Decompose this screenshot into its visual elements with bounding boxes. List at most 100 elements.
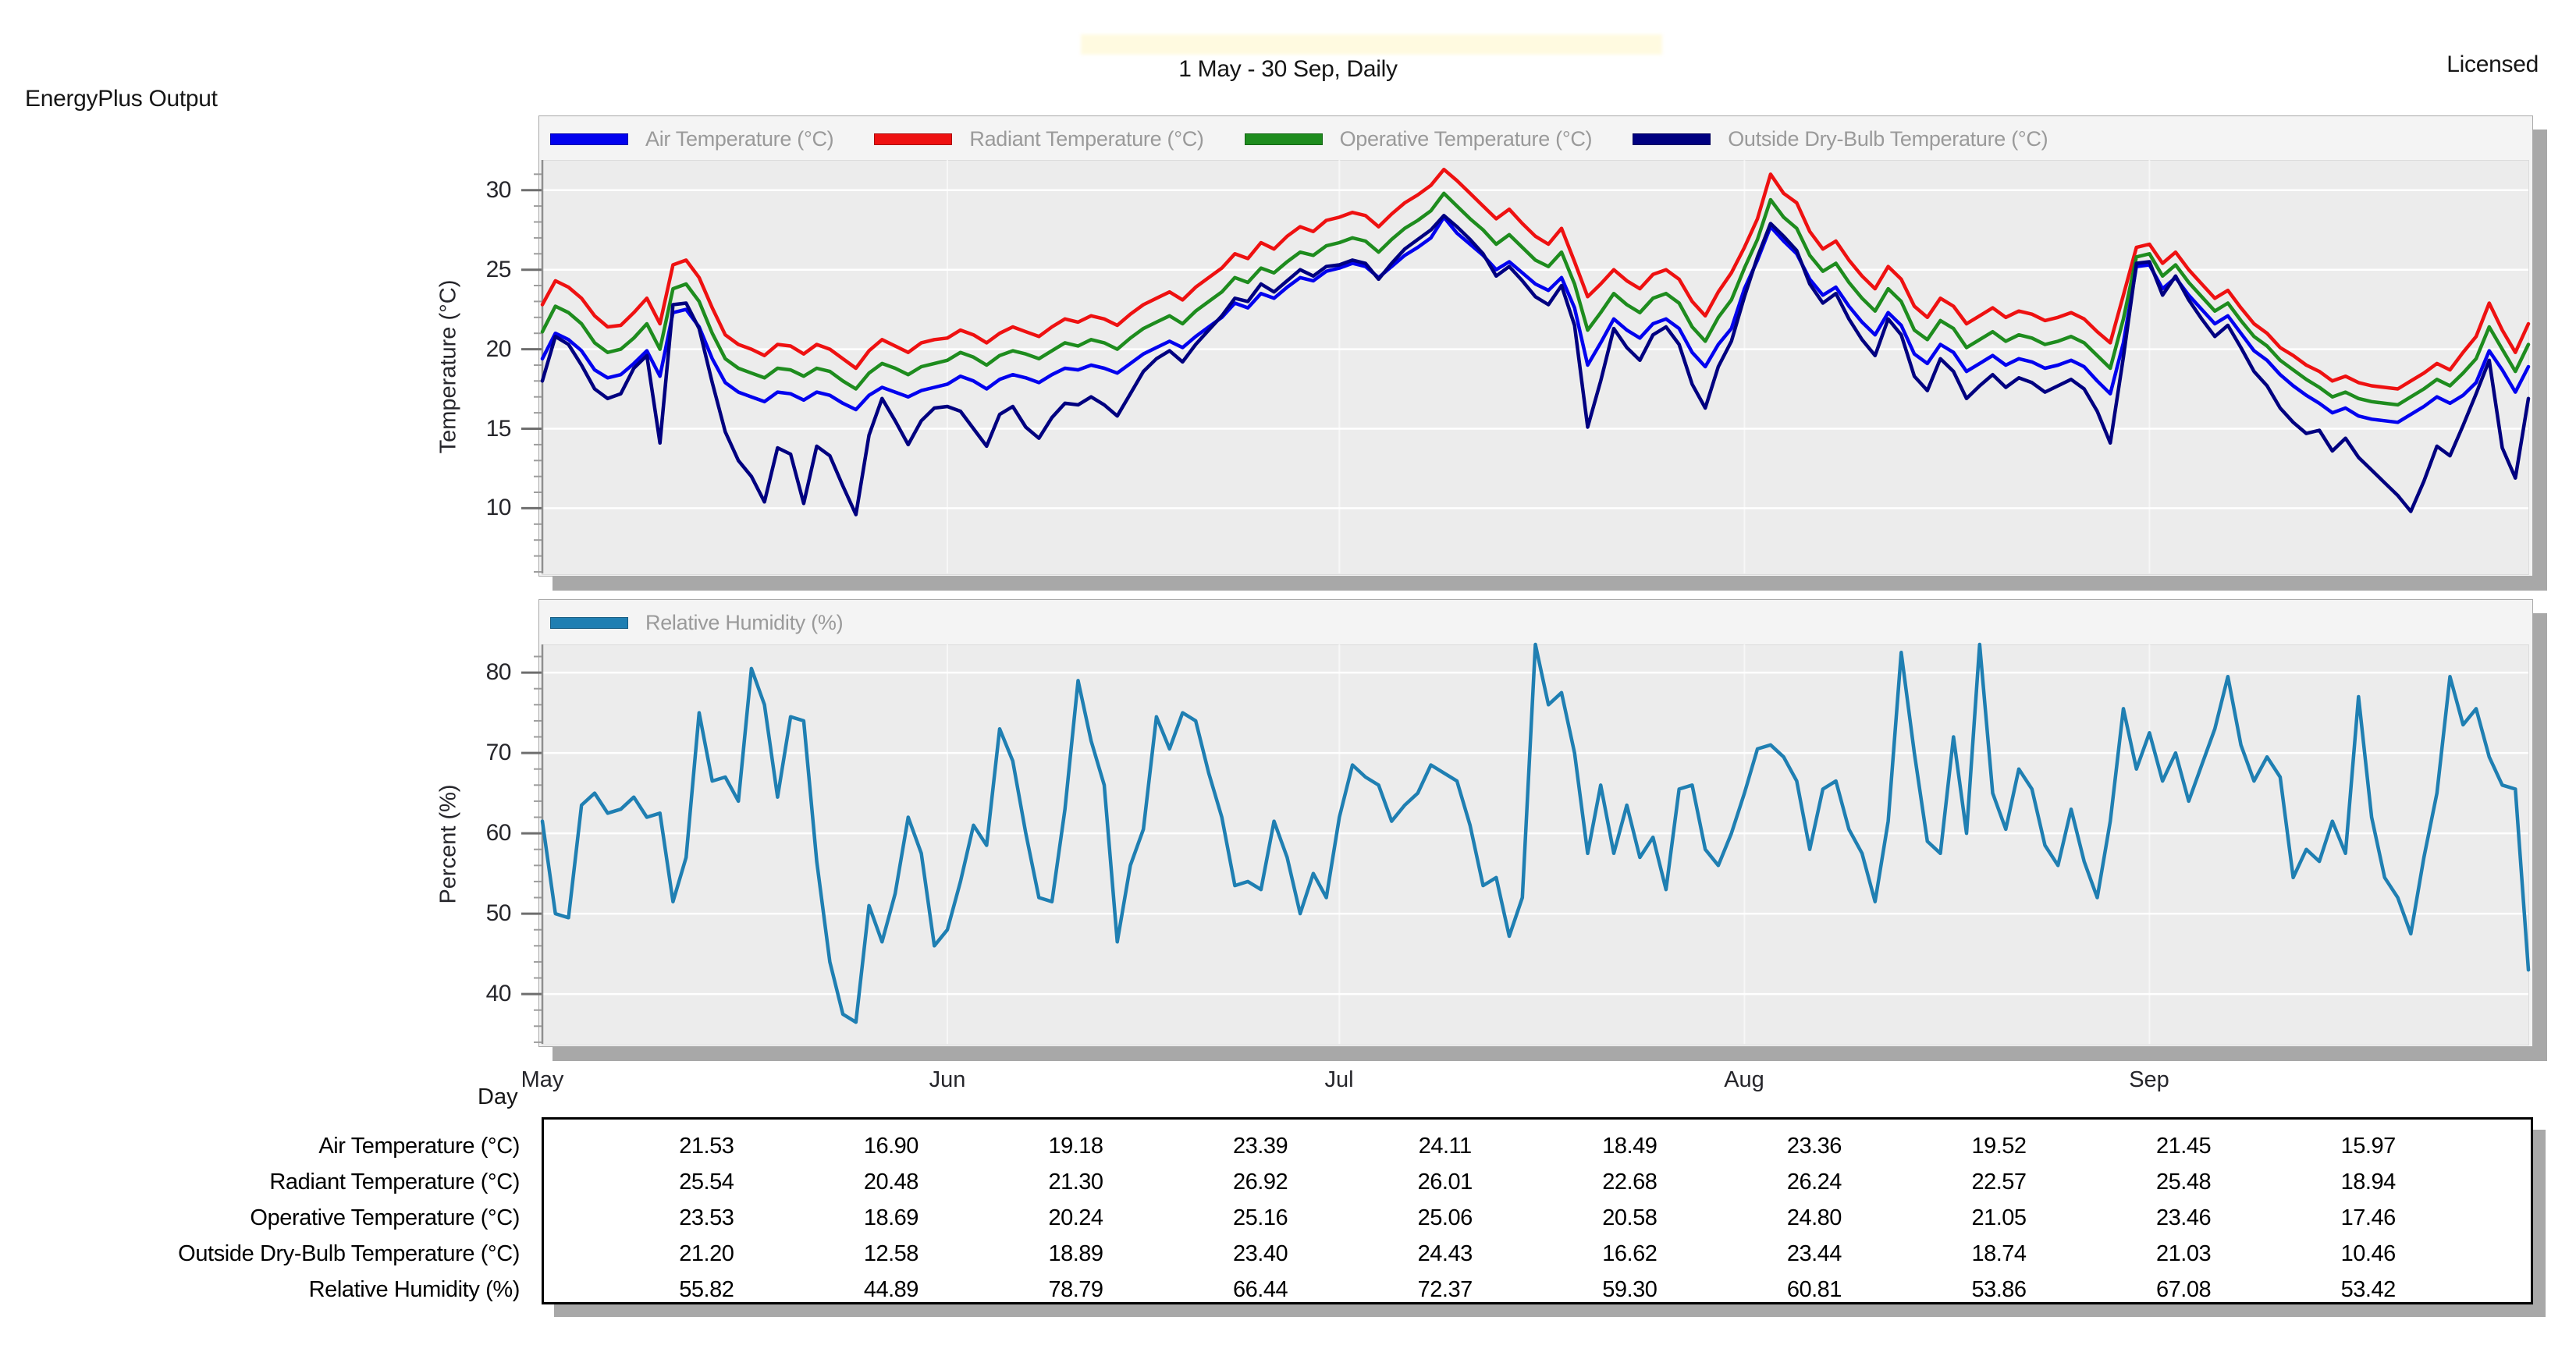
table-value-cell: 67.08 xyxy=(2156,1277,2212,1302)
humidity-plot-svg xyxy=(521,642,2531,1044)
x-axis-title: Day xyxy=(478,1084,518,1109)
table-value-cell: 23.36 xyxy=(1786,1134,1842,1159)
table-value-cell: 44.89 xyxy=(863,1277,919,1302)
y-tick-label: 40 xyxy=(485,981,512,1007)
table-value-cell: 10.46 xyxy=(2340,1241,2397,1266)
y-tick-label: 25 xyxy=(485,256,512,282)
legend-item-outside-dry-bulb-temperature: Outside Dry-Bulb Temperature (°C) xyxy=(1633,127,2048,151)
humidity-plot-area xyxy=(542,644,2529,1045)
license-status: Licensed xyxy=(2446,51,2539,77)
table-value-cell: 78.79 xyxy=(1048,1277,1103,1302)
humidity-legend: Relative Humidity (%) xyxy=(549,600,844,645)
table-value-cell: 26.24 xyxy=(1786,1169,1842,1194)
x-tick-may: May xyxy=(521,1067,564,1092)
watermark-strip xyxy=(1081,34,1662,55)
table-value-cell: 18.74 xyxy=(1971,1241,2027,1266)
table-value-cell: 53.86 xyxy=(1971,1277,2027,1302)
table-value-cell: 60.81 xyxy=(1786,1277,1842,1302)
legend-label: Outside Dry-Bulb Temperature (°C) xyxy=(1728,126,2048,151)
table-value-cell: 24.11 xyxy=(1418,1134,1472,1159)
table-value-cell: 18.94 xyxy=(2340,1169,2397,1194)
legend-item-relative-humidity: Relative Humidity (%) xyxy=(550,610,844,635)
table-value-cell: 12.58 xyxy=(863,1241,919,1266)
table-row-label: Relative Humidity (%) xyxy=(308,1277,521,1302)
table-value-cell: 23.40 xyxy=(1233,1241,1288,1266)
table-value-cell: 16.90 xyxy=(863,1134,919,1159)
legend-label: Relative Humidity (%) xyxy=(645,610,844,634)
table-value-cell: 23.53 xyxy=(679,1205,734,1230)
y-tick-label: 15 xyxy=(485,415,512,442)
y-tick-label: 70 xyxy=(485,740,512,766)
summary-table: 21.53 16.90 19.18 23.39 24.11 18.49 23.36 19.52… xyxy=(542,1117,2533,1304)
report-period-title: 1 May - 30 Sep, Daily xyxy=(1178,56,1398,82)
table-value-cell: 21.30 xyxy=(1048,1169,1103,1194)
table-value-cell: 25.48 xyxy=(2156,1169,2212,1194)
table-value-cell: 20.48 xyxy=(863,1169,919,1194)
temperature-chart: Air Temperature (°C) Radiant Temperature… xyxy=(538,115,2533,577)
table-value-cell: 72.37 xyxy=(1417,1277,1473,1302)
y-tick-label: 50 xyxy=(485,900,512,927)
table-value-cell: 24.80 xyxy=(1786,1205,1842,1230)
table-row-label: Operative Temperature (°C) xyxy=(250,1205,520,1230)
table-value-cell: 26.92 xyxy=(1233,1169,1288,1194)
table-value-cell: 66.44 xyxy=(1233,1277,1288,1302)
radiant-temperature-swatch xyxy=(874,133,953,145)
table-row-label: Radiant Temperature (°C) xyxy=(269,1169,520,1194)
table-value-cell: 19.52 xyxy=(1971,1134,2027,1159)
table-value-cell: 20.24 xyxy=(1048,1205,1103,1230)
temperature-plot-svg xyxy=(521,160,2531,573)
legend-label: Air Temperature (°C) xyxy=(645,126,834,151)
table-value-cell: 25.16 xyxy=(1233,1205,1288,1230)
temperature-plot-area xyxy=(542,160,2529,575)
operative-temperature-swatch xyxy=(1244,133,1323,145)
table-value-cell: 19.18 xyxy=(1048,1134,1103,1159)
table-value-cell: 55.82 xyxy=(679,1277,734,1302)
table-value-cell: 21.05 xyxy=(1971,1205,2027,1230)
y-tick-label: 10 xyxy=(485,495,512,521)
legend-label: Radiant Temperature (°C) xyxy=(969,126,1204,151)
x-tick-jun: Jun xyxy=(929,1067,966,1092)
table-value-cell: 26.01 xyxy=(1417,1169,1473,1194)
table-value-cell: 18.89 xyxy=(1048,1241,1103,1266)
table-value-cell: 15.97 xyxy=(2340,1134,2397,1159)
table-value-cell: 53.42 xyxy=(2340,1277,2397,1302)
table-value-cell: 25.54 xyxy=(679,1169,734,1194)
x-tick-sep: Sep xyxy=(2129,1067,2169,1092)
x-tick-aug: Aug xyxy=(1724,1067,1764,1092)
table-value-cell: 17.46 xyxy=(2340,1205,2397,1230)
legend-item-air-temperature: Air Temperature (°C) xyxy=(550,126,834,151)
outside-dry-bulb-swatch xyxy=(1633,133,1711,145)
humidity-chart: Relative Humidity (%) xyxy=(538,599,2533,1047)
table-value-cell: 23.39 xyxy=(1233,1134,1288,1159)
table-value-cell: 21.45 xyxy=(2156,1134,2212,1159)
temperature-legend: Air Temperature (°C) Radiant Temperature… xyxy=(549,116,2048,161)
table-value-cell: 59.30 xyxy=(1602,1277,1658,1302)
table-value-cell: 16.62 xyxy=(1602,1241,1658,1266)
y-tick-label: 20 xyxy=(485,335,512,362)
y-tick-label: 30 xyxy=(485,176,512,203)
table-value-cell: 18.49 xyxy=(1602,1134,1658,1159)
table-row-label: Outside Dry-Bulb Temperature (°C) xyxy=(178,1241,520,1266)
y-tick-label: 80 xyxy=(485,659,512,686)
table-value-cell: 20.58 xyxy=(1602,1205,1658,1230)
legend-item-operative-temperature: Operative Temperature (°C) xyxy=(1244,126,1593,151)
table-value-cell: 21.53 xyxy=(679,1134,734,1159)
y-tick-label: 60 xyxy=(485,820,512,846)
table-value-cell: 25.06 xyxy=(1417,1205,1473,1230)
table-value-cell: 22.57 xyxy=(1971,1169,2027,1194)
relative-humidity-swatch xyxy=(550,616,628,629)
legend-item-radiant-temperature: Radiant Temperature (°C) xyxy=(874,126,1204,151)
table-value-cell: 24.43 xyxy=(1417,1241,1473,1266)
table-value-cell: 22.68 xyxy=(1602,1169,1658,1194)
legend-label: Operative Temperature (°C) xyxy=(1339,126,1593,151)
air-temperature-swatch xyxy=(550,133,628,145)
table-value-cell: 23.44 xyxy=(1786,1241,1842,1266)
table-value-cell: 23.46 xyxy=(2156,1205,2212,1230)
table-value-cell: 21.20 xyxy=(679,1241,734,1266)
table-value-cell: 18.69 xyxy=(863,1205,919,1230)
table-row-label: Air Temperature (°C) xyxy=(318,1134,520,1159)
table-value-cell: 21.03 xyxy=(2156,1241,2212,1266)
x-tick-jul: Jul xyxy=(1324,1067,1354,1092)
app-label: EnergyPlus Output xyxy=(25,86,218,112)
